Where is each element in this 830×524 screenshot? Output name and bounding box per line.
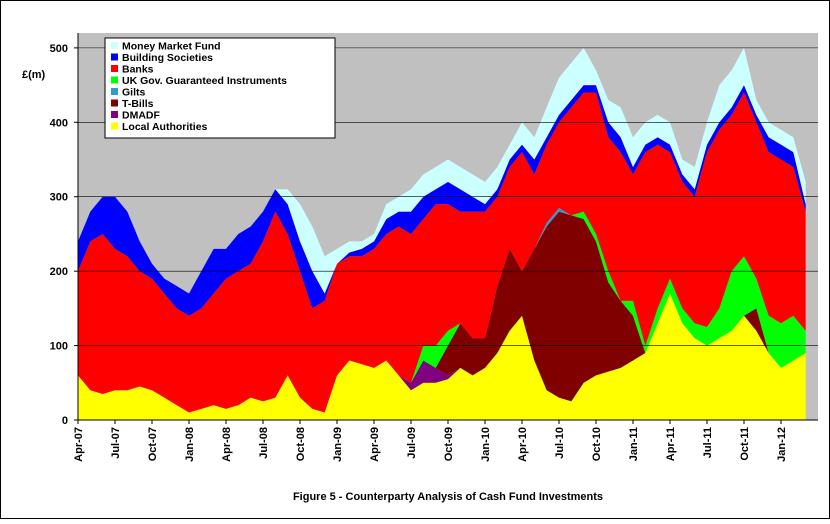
legend-label: Gilts: [122, 87, 145, 99]
x-tick-label: Oct-08: [295, 427, 307, 461]
x-tick-label: Apr-08: [221, 427, 233, 462]
y-tick-label: 0: [62, 415, 68, 427]
x-tick-label: Apr-10: [517, 427, 529, 462]
area: [78, 211, 806, 413]
x-tick-label: Jan-12: [776, 427, 788, 462]
legend-label: DMADF: [122, 110, 160, 122]
area: [78, 47, 806, 294]
legend-swatch: [111, 53, 118, 61]
legend-label: Local Authorities: [122, 121, 208, 133]
x-tick-label: Jan-08: [184, 427, 196, 462]
legend-swatch: [111, 111, 118, 118]
x-tick-label: Apr-09: [369, 427, 381, 462]
y-tick-label: 100: [50, 341, 68, 353]
legend-label: Building Societies: [122, 52, 213, 64]
area: [78, 293, 806, 420]
x-tick-label: Apr-07: [73, 427, 85, 462]
chart-title: Figure 5 - Counterparty Analysis of Cash…: [293, 491, 603, 503]
x-tick-label: Oct-10: [591, 427, 603, 461]
legend-label: Money Market Fund: [122, 41, 221, 53]
legend-swatch: [111, 76, 118, 84]
x-tick-label: Apr-11: [665, 427, 677, 461]
x-tick-label: Oct-11: [739, 427, 751, 461]
x-tick-label: Jul-09: [406, 427, 418, 459]
legend-label: UK Gov. Guaranteed Instruments: [122, 75, 287, 87]
area: [78, 92, 806, 413]
legend-swatch: [111, 65, 118, 72]
x-tick-label: Jul-08: [258, 427, 270, 459]
y-axis-label: £(m): [22, 69, 46, 81]
x-tick-label: Oct-09: [443, 427, 455, 461]
y-tick-label: 200: [50, 266, 68, 278]
x-tick-label: Jul-07: [110, 427, 122, 459]
legend-swatch: [111, 42, 118, 49]
y-tick-label: 300: [50, 192, 68, 204]
x-tick-label: Oct-07: [147, 427, 159, 461]
x-tick-label: Jan-11: [628, 427, 640, 461]
area: [78, 207, 806, 413]
legend-label: T-Bills: [122, 98, 154, 110]
y-tick-label: 400: [50, 117, 68, 129]
x-tick-label: Jul-10: [554, 427, 566, 459]
x-tick-label: Jan-09: [332, 427, 344, 462]
legend-box: [104, 37, 336, 139]
y-tick-label: 500: [50, 43, 68, 55]
legend-swatch: [111, 99, 118, 107]
area: [78, 85, 806, 316]
x-tick-label: Jul-11: [702, 427, 714, 458]
legend-swatch: [111, 122, 118, 130]
legend-label: Banks: [122, 64, 154, 76]
legend-swatch: [111, 88, 118, 95]
x-tick-label: Jan-10: [480, 427, 492, 462]
